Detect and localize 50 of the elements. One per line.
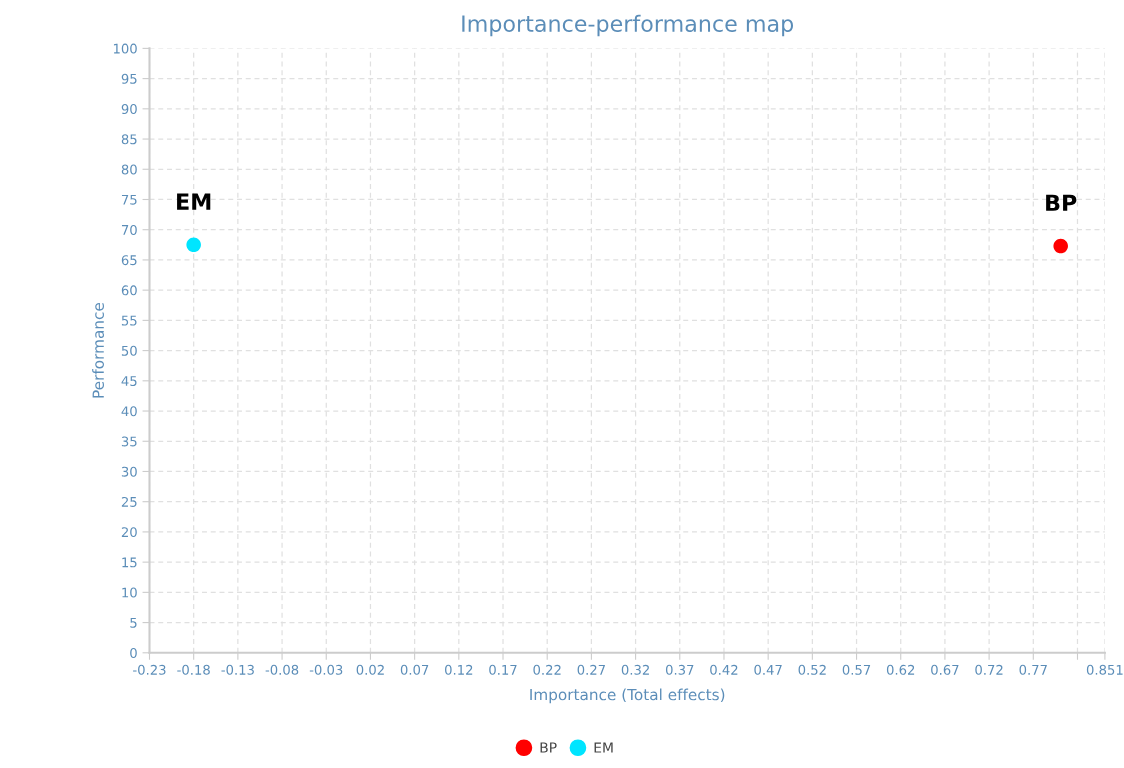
x-tick-label: -0.13: [221, 664, 254, 675]
y-tick-label: 70: [121, 224, 137, 235]
x-tick-label: 0.77: [1019, 664, 1047, 675]
x-tick-label: 0.32: [621, 664, 649, 675]
y-axis-title: Performance: [92, 303, 104, 398]
y-tick-label: 40: [121, 406, 137, 417]
x-tick-label: 0.57: [842, 664, 871, 675]
x-tick-label: 0.52: [798, 664, 826, 675]
y-tick-label: 75: [121, 194, 137, 205]
y-tick-label: 5: [130, 617, 137, 628]
x-tick-label: 0.02: [356, 664, 384, 675]
y-tick-label: 95: [121, 73, 137, 84]
y-tick-label: 80: [121, 164, 137, 175]
x-axis-title: Importance (Total effects): [530, 688, 725, 704]
y-tick-label: 55: [121, 315, 137, 326]
y-tick-label: 10: [122, 587, 137, 598]
x-tick-label: 0.07: [400, 664, 429, 675]
x-tick-label: -0.03: [309, 664, 343, 675]
y-tick-label: 50: [121, 345, 137, 356]
y-tick-label: 20: [121, 527, 137, 538]
x-tick-label: 0.47: [754, 664, 782, 675]
y-tick-label: 85: [121, 134, 137, 145]
text: BP: [1046, 194, 1077, 211]
y-tick-label: 25: [121, 496, 137, 507]
x-tick-label: 0.27: [577, 664, 605, 675]
legend-label: EM: [594, 742, 613, 753]
x-tick-label: 0.62: [886, 664, 915, 675]
chart-title: Importance-performance map: [462, 14, 794, 37]
x-tick-label: 0.17: [489, 664, 517, 675]
y-tick-label: 90: [121, 104, 137, 115]
x-tick-label: 0.67: [931, 664, 959, 675]
x-tick-label: 0.72: [975, 664, 1003, 675]
y-tick-label: 15: [122, 557, 137, 568]
x-tick-label: 0.37: [665, 664, 694, 675]
y-tick-label: 0: [130, 648, 137, 658]
x-tick-label: 0.12: [445, 664, 473, 675]
x-tick-label: 0.42: [710, 664, 738, 675]
text: EM: [177, 193, 211, 210]
y-tick-label: 30: [121, 466, 137, 477]
x-tick-label: -0.23: [133, 664, 166, 675]
x-tick-label: 0.22: [533, 664, 561, 675]
y-tick-label: 45: [121, 376, 137, 387]
y-tick-label: 35: [121, 436, 137, 447]
y-tick-label: 60: [121, 285, 137, 296]
legend-label: BP: [540, 742, 557, 753]
x-tick-label: -0.18: [177, 664, 210, 675]
x-tick-label: -0.08: [265, 664, 299, 675]
y-tick-label: 65: [121, 255, 137, 266]
y-tick-label: 100: [113, 43, 137, 54]
x-tick-label: 0.851: [1086, 664, 1123, 675]
